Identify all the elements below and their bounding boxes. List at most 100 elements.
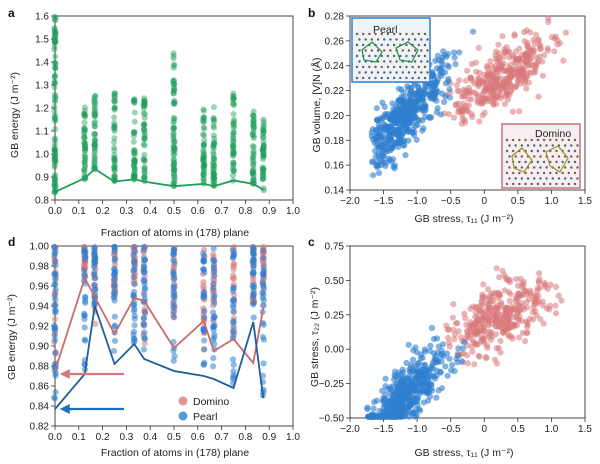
- panel-a-point: [131, 157, 138, 164]
- panel-d-ytick-label: 0.90: [30, 342, 50, 353]
- panel-b-domino-point: [523, 27, 531, 34]
- panel-b-domino-point: [455, 105, 462, 112]
- panel-a-point: [140, 101, 147, 108]
- panel-d-pearl-point: [111, 323, 118, 330]
- panel-a-point: [210, 151, 217, 158]
- pearl-inset-atom: [426, 49, 429, 52]
- panel-d-ytick-label: 0.86: [30, 382, 50, 393]
- panel-a-point: [170, 100, 177, 107]
- domino-inset-atom: [563, 177, 567, 180]
- panel-a-point: [51, 176, 58, 183]
- panel-b-domino-point: [539, 72, 547, 79]
- panel-a-point: [52, 158, 59, 165]
- panel-a-point: [170, 180, 177, 187]
- panel-b-domino-point: [498, 86, 505, 94]
- pearl-inset-atom: [355, 32, 359, 36]
- panel-a-point: [230, 134, 237, 141]
- pearl-inset-atom: [405, 76, 408, 80]
- panel-a-point: [250, 117, 257, 124]
- panel-c-ytick-label: 0.25: [325, 310, 345, 321]
- panel-a-point: [51, 91, 58, 98]
- panel-d-pearl-point: [260, 291, 267, 299]
- panel-a-point: [81, 107, 88, 114]
- domino-inset-atom: [576, 166, 579, 169]
- panel-b-pearl-point: [409, 113, 416, 120]
- panel-a-point: [141, 102, 148, 109]
- panel-b-pearl-point: [413, 136, 420, 143]
- panel-a-point: [200, 146, 207, 153]
- panel-b-domino-point: [519, 68, 526, 75]
- domino-inset-atom: [576, 155, 579, 158]
- panel-b-domino-point: [460, 93, 468, 100]
- panel-a-point: [52, 94, 59, 101]
- panel-b-ytick-label: 0.28: [325, 12, 345, 23]
- panel-b-domino-point: [509, 108, 516, 115]
- pearl-inset-atom: [395, 71, 398, 74]
- panel-b-pearl-point: [430, 75, 438, 82]
- panel-d-pearl-point: [82, 254, 89, 261]
- pearl-inset-atom: [368, 65, 371, 69]
- domino-inset-atom: [549, 160, 552, 164]
- panel-c-pearl-point: [404, 376, 412, 383]
- pearl-inset-atom: [386, 54, 390, 58]
- panel-b-pearl-point: [421, 114, 429, 121]
- domino-inset-atom: [514, 144, 517, 147]
- panel-c-domino-point: [524, 323, 531, 331]
- panel-a-point: [210, 124, 217, 131]
- panel-a-point: [250, 175, 257, 182]
- panel-a-point: [131, 158, 138, 165]
- panel-d-pearl-point: [81, 324, 88, 331]
- panel-b-pearl-point: [432, 57, 439, 64]
- panel-a-point: [91, 131, 98, 138]
- panel-a-point: [170, 78, 177, 85]
- panel-a-point: [111, 90, 118, 97]
- panel-a-point: [52, 152, 59, 159]
- panel-d-ylabel: GB energy (J m⁻²): [6, 294, 18, 380]
- panel-c-domino-point: [493, 316, 500, 324]
- panel-c-domino-point: [488, 329, 495, 336]
- panel-a-point: [52, 61, 59, 68]
- panel-c-domino-point: [479, 291, 486, 298]
- panel-d-pearl-point: [140, 246, 147, 253]
- panel-a-point: [81, 133, 88, 140]
- panel-b-pearl-point: [369, 126, 377, 133]
- panel-d-pearl-point: [81, 336, 88, 343]
- panel-b-domino-point: [491, 96, 498, 103]
- panel-a-point: [170, 115, 177, 122]
- panel-a-point: [52, 135, 59, 142]
- pearl-inset-atom: [389, 49, 392, 52]
- panel-b-domino-point: [506, 91, 513, 99]
- panel-a-point: [81, 143, 88, 150]
- panel-a-point: [250, 129, 257, 136]
- panel-a-point: [51, 35, 58, 42]
- panel-b-domino-point: [506, 67, 514, 74]
- panel-d-ytick-label: 0.92: [30, 322, 50, 333]
- panel-a-point: [211, 172, 218, 179]
- panel-a-point: [81, 128, 88, 135]
- panel-d-pearl-point: [200, 361, 207, 368]
- pearl-inset-atom: [399, 65, 402, 69]
- panel-c-pearl-point: [433, 335, 441, 342]
- panel-d-pearl-point: [131, 243, 138, 251]
- panel-a-point: [170, 162, 177, 169]
- panel-b-domino-point: [554, 41, 561, 48]
- panel-a-point: [170, 125, 177, 132]
- pearl-inset-atom: [386, 76, 390, 80]
- panel-a-point: [200, 175, 207, 182]
- panel-c-domino-point: [463, 321, 470, 328]
- pearl-inset-atom: [401, 38, 404, 41]
- panel-d-xtick-label: 1.0: [286, 432, 300, 443]
- domino-inset-atom: [514, 177, 517, 180]
- panel-a-point: [230, 129, 237, 136]
- panel-d-xtick-label: 0.4: [143, 432, 157, 443]
- panel-c-ylabel: GB stress, τ₂₂ (J m⁻²): [309, 287, 321, 387]
- pearl-inset-atom: [364, 38, 367, 41]
- pearl-inset-atom: [358, 60, 361, 63]
- pearl-inset: Pearl: [351, 17, 431, 83]
- panel-d-ytick-label: 0.82: [30, 422, 50, 433]
- panel-a-point: [91, 162, 98, 169]
- panel-a-point: [91, 144, 98, 151]
- panel-a-point: [171, 146, 178, 153]
- panel-d-pearl-point: [130, 308, 138, 315]
